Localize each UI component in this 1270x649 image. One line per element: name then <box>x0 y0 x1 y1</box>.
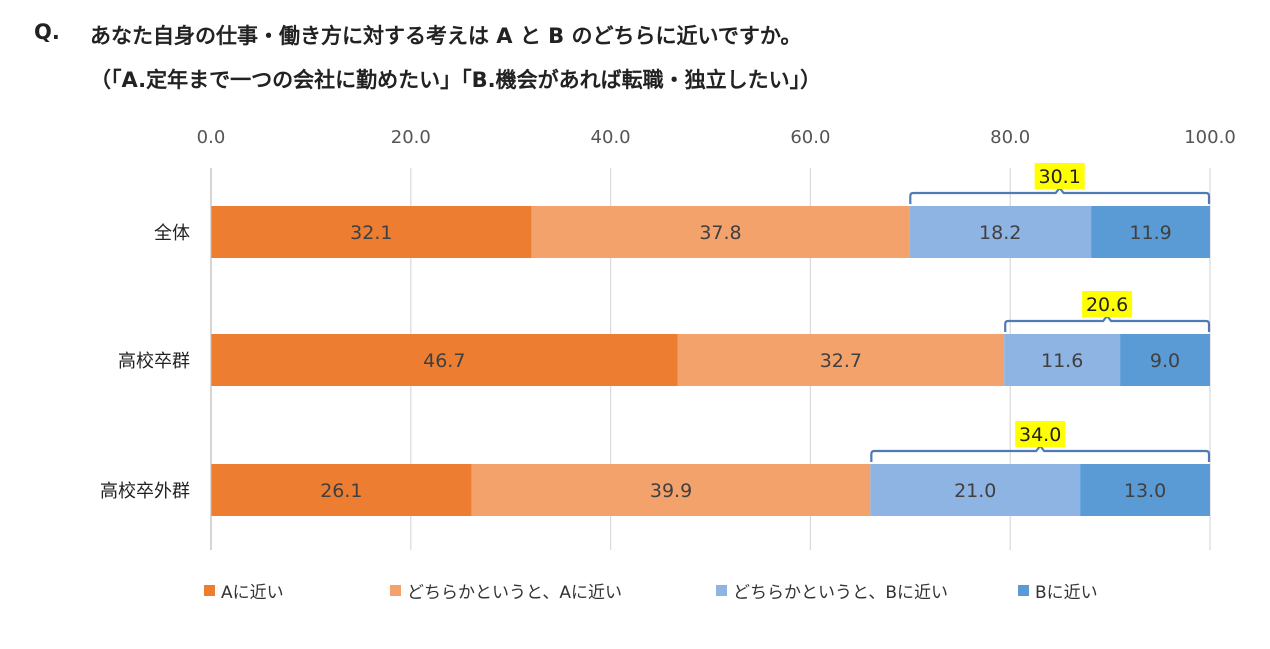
bar-r2-s0 <box>211 464 472 516</box>
category-label-0: 全体 <box>154 223 190 244</box>
x-tick-label-0: 0.0 <box>197 127 226 148</box>
legend-item-a-lean: どちらかというと、Aに近い <box>390 578 622 603</box>
b-bracket-0 <box>909 186 1211 204</box>
bar-r1-s0 <box>211 334 678 386</box>
bar-r0-s3 <box>1091 206 1210 258</box>
bar-r2-s3 <box>1080 464 1210 516</box>
b-total-highlight-2 <box>1015 421 1066 447</box>
bar-label-r1-s3: 9.0 <box>1150 350 1180 372</box>
bar-label-r1-s0: 46.7 <box>423 350 465 372</box>
bar-label-r0-s2: 18.2 <box>979 222 1021 244</box>
bar-label-r2-s1: 39.9 <box>650 480 692 502</box>
bar-label-r2-s2: 21.0 <box>954 480 996 502</box>
b-total-highlight-0 <box>1034 163 1085 189</box>
bar-r0-s0 <box>211 206 532 258</box>
x-tick-label-4: 80.0 <box>990 127 1030 148</box>
x-tick-label-2: 40.0 <box>591 127 631 148</box>
question-title-line2: （「A.定年まで一つの会社に勤めたい」「B.機会があれば転職・独立したい」） <box>90 68 822 92</box>
bar-label-r0-s1: 37.8 <box>699 222 741 244</box>
legend-swatch-b-near <box>1018 585 1029 596</box>
legend-label-b-lean: どちらかというと、Bに近い <box>733 583 948 603</box>
legend-label-a-lean: どちらかというと、Aに近い <box>407 583 622 603</box>
legend-item-a-near: Aに近い <box>204 578 284 603</box>
bar-label-r0-s0: 32.1 <box>350 222 392 244</box>
bar-r2-s1 <box>471 464 871 516</box>
b-total-label-2: 34.0 <box>1019 424 1061 446</box>
chart-legend: Aに近い どちらかというと、Aに近い どちらかというと、Bに近い Bに近い <box>0 578 1270 606</box>
b-total-label-0: 30.1 <box>1038 166 1080 188</box>
bar-label-r1-s2: 11.6 <box>1041 350 1083 372</box>
legend-label-b-near: Bに近い <box>1035 583 1098 603</box>
bar-label-r1-s1: 32.7 <box>820 350 862 372</box>
bar-r1-s1 <box>677 334 1005 386</box>
category-label-1: 高校卒群 <box>118 351 190 372</box>
x-tick-label-3: 60.0 <box>790 127 830 148</box>
bar-r1-s3 <box>1120 334 1210 386</box>
legend-swatch-a-lean <box>390 585 401 596</box>
legend-item-b-near: Bに近い <box>1018 578 1098 603</box>
legend-swatch-a-near <box>204 585 215 596</box>
legend-item-b-lean: どちらかというと、Bに近い <box>716 578 948 603</box>
bar-r0-s1 <box>531 206 910 258</box>
category-label-2: 高校卒外群 <box>100 481 190 502</box>
question-title-line1: あなた自身の仕事・働き方に対する考えは A と B のどちらに近いですか。 <box>90 24 802 48</box>
bar-r2-s2 <box>870 464 1081 516</box>
b-bracket-1 <box>1004 314 1211 332</box>
b-total-highlight-1 <box>1082 291 1133 317</box>
bar-r1-s2 <box>1004 334 1121 386</box>
legend-swatch-b-lean <box>716 585 727 596</box>
b-bracket-2 <box>870 444 1211 462</box>
b-total-label-1: 20.6 <box>1086 294 1128 316</box>
x-tick-label-1: 20.0 <box>391 127 431 148</box>
bar-label-r0-s3: 11.9 <box>1129 222 1171 244</box>
question-label: Q. <box>34 20 60 44</box>
bar-r0-s2 <box>909 206 1092 258</box>
legend-label-a-near: Aに近い <box>221 583 284 603</box>
bar-label-r2-s0: 26.1 <box>320 480 362 502</box>
x-tick-label-5: 100.0 <box>1184 127 1236 148</box>
bar-label-r2-s3: 13.0 <box>1124 480 1166 502</box>
